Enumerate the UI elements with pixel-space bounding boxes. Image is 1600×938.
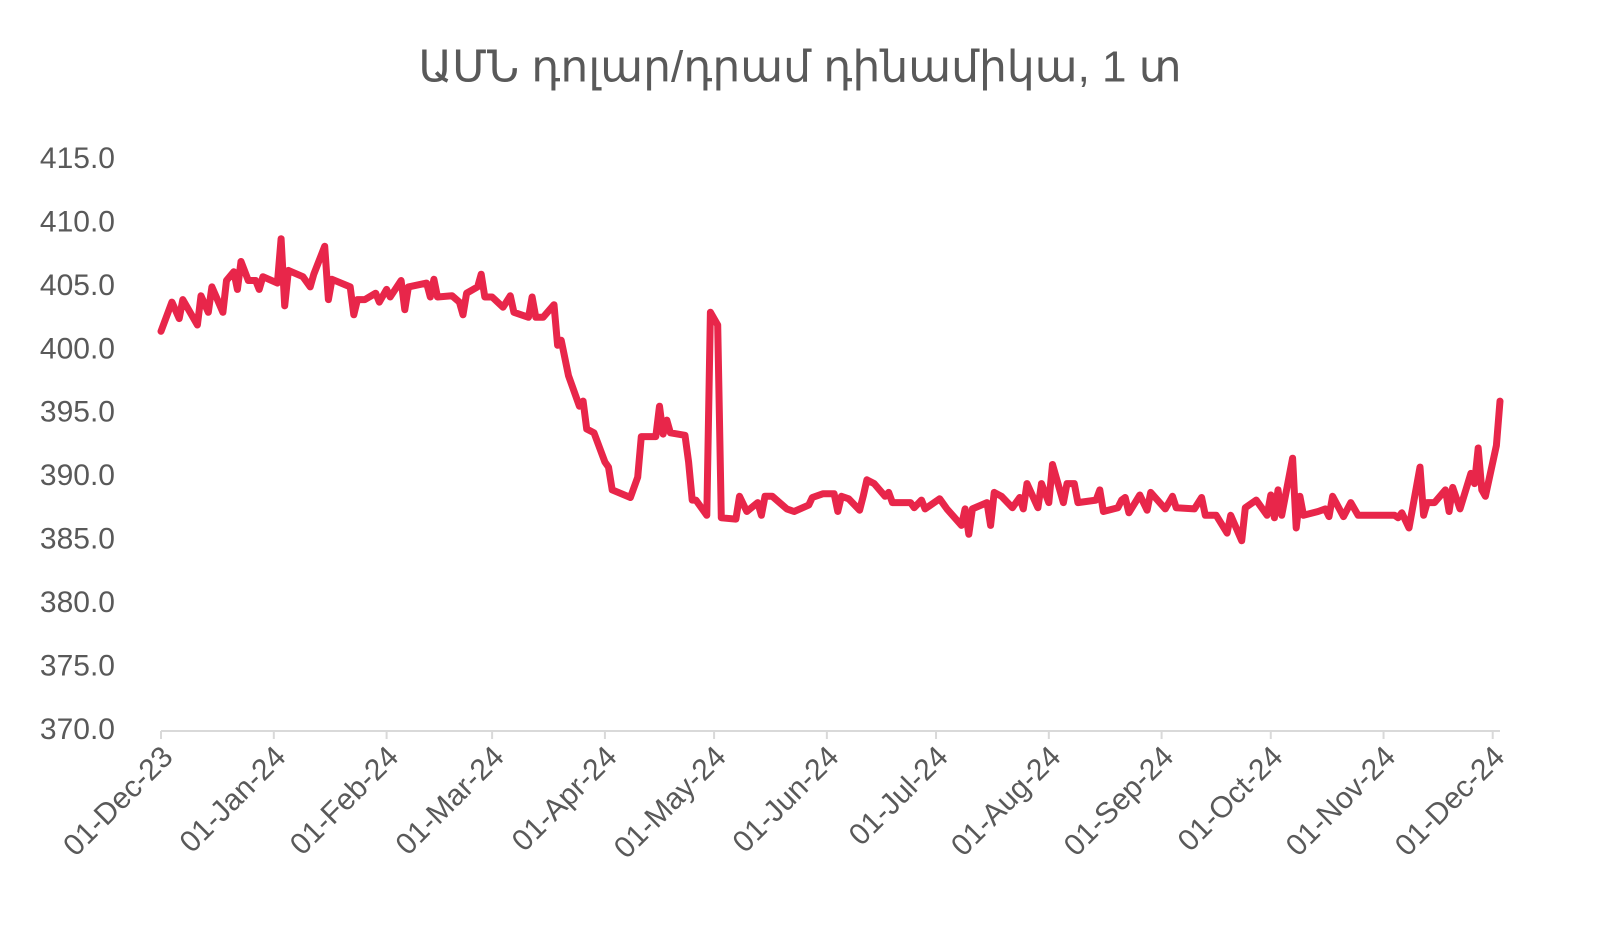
y-tick-label: 370.0: [40, 713, 115, 746]
x-tick-label: 01-Jan-24: [173, 740, 292, 859]
x-tick-label: 01-May-24: [608, 740, 733, 865]
y-tick-label: 415.0: [40, 142, 115, 175]
x-tick-label: 01-Feb-24: [284, 740, 405, 861]
x-tick-label: 01-Mar-24: [389, 740, 510, 861]
x-tick-label: 01-Dec-24: [1389, 740, 1511, 862]
x-tick-label: 01-Jul-24: [843, 740, 955, 852]
x-tick-label: 01-Nov-24: [1280, 740, 1402, 862]
y-tick-label: 395.0: [40, 396, 115, 429]
y-tick-label: 380.0: [40, 586, 115, 619]
y-tick-label: 375.0: [40, 649, 115, 682]
x-tick-label: 01-Sep-24: [1058, 740, 1180, 862]
x-tick-label: 01-Dec-23: [57, 740, 179, 862]
x-tick-label: 01-Apr-24: [506, 740, 624, 858]
x-tick-label: 01-Jun-24: [727, 740, 846, 859]
y-tick-label: 390.0: [40, 459, 115, 492]
chart-title: ԱՄՆ դոլար/դրամ դինամիկա, 1 տ: [418, 43, 1181, 92]
x-tick-label: 01-Oct-24: [1172, 740, 1290, 858]
x-tick-label: 01-Aug-24: [945, 740, 1067, 862]
y-tick-label: 400.0: [40, 332, 115, 365]
line-series: [157, 235, 1504, 545]
y-tick-label: 405.0: [40, 269, 115, 302]
y-tick-label: 410.0: [40, 205, 115, 238]
y-tick-label: 385.0: [40, 523, 115, 556]
